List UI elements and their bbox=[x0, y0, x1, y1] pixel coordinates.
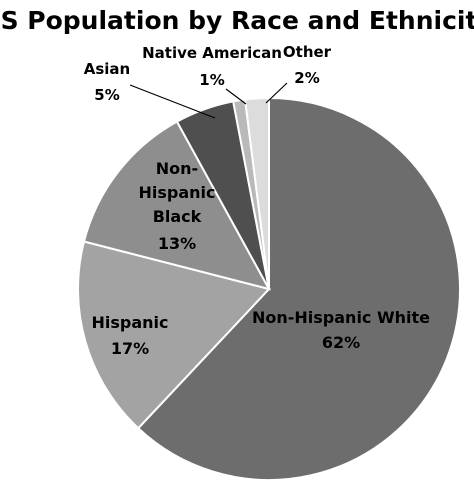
pie-slice-hispanic bbox=[77, 240, 271, 430]
data-label-percent-asian: 5% bbox=[94, 86, 119, 104]
chart-title: US Population by Race and Ethnicity bbox=[0, 6, 474, 35]
data-label-name-non-hispanic-black: Hispanic bbox=[138, 183, 215, 202]
pie-slice-non-hispanic-black bbox=[82, 120, 271, 291]
data-label-name-non-hispanic-black: Non- bbox=[156, 159, 198, 178]
leader-line-other bbox=[265, 82, 288, 104]
data-label-percent-non-hispanic-black: 13% bbox=[158, 234, 196, 253]
leader-line-asian bbox=[129, 84, 216, 119]
data-label-name-non-hispanic-white: Non-Hispanic White bbox=[252, 308, 430, 327]
slice-labels: Non-Hispanic White 62% Hispanic 17% Non- Hisp… bbox=[84, 43, 430, 358]
data-label-name-native-american: Native American bbox=[142, 44, 282, 62]
data-label-percent-native-american: 1% bbox=[199, 71, 224, 89]
pie-slices bbox=[77, 96, 461, 481]
data-label-name-other: Other bbox=[283, 43, 332, 61]
data-label-percent-other: 2% bbox=[294, 69, 319, 87]
data-label-percent-hispanic: 17% bbox=[111, 339, 149, 358]
pie-slice-other bbox=[243, 96, 270, 290]
pie-slice-non-hispanic-white bbox=[136, 96, 461, 481]
data-label-name-non-hispanic-black: Black bbox=[153, 207, 202, 226]
data-label-percent-non-hispanic-white: 62% bbox=[322, 333, 360, 352]
leader-lines bbox=[129, 82, 288, 119]
leader-line-native-american bbox=[225, 88, 247, 105]
data-label-name-hispanic: Hispanic bbox=[91, 313, 168, 332]
data-label-name-asian: Asian bbox=[84, 60, 130, 78]
